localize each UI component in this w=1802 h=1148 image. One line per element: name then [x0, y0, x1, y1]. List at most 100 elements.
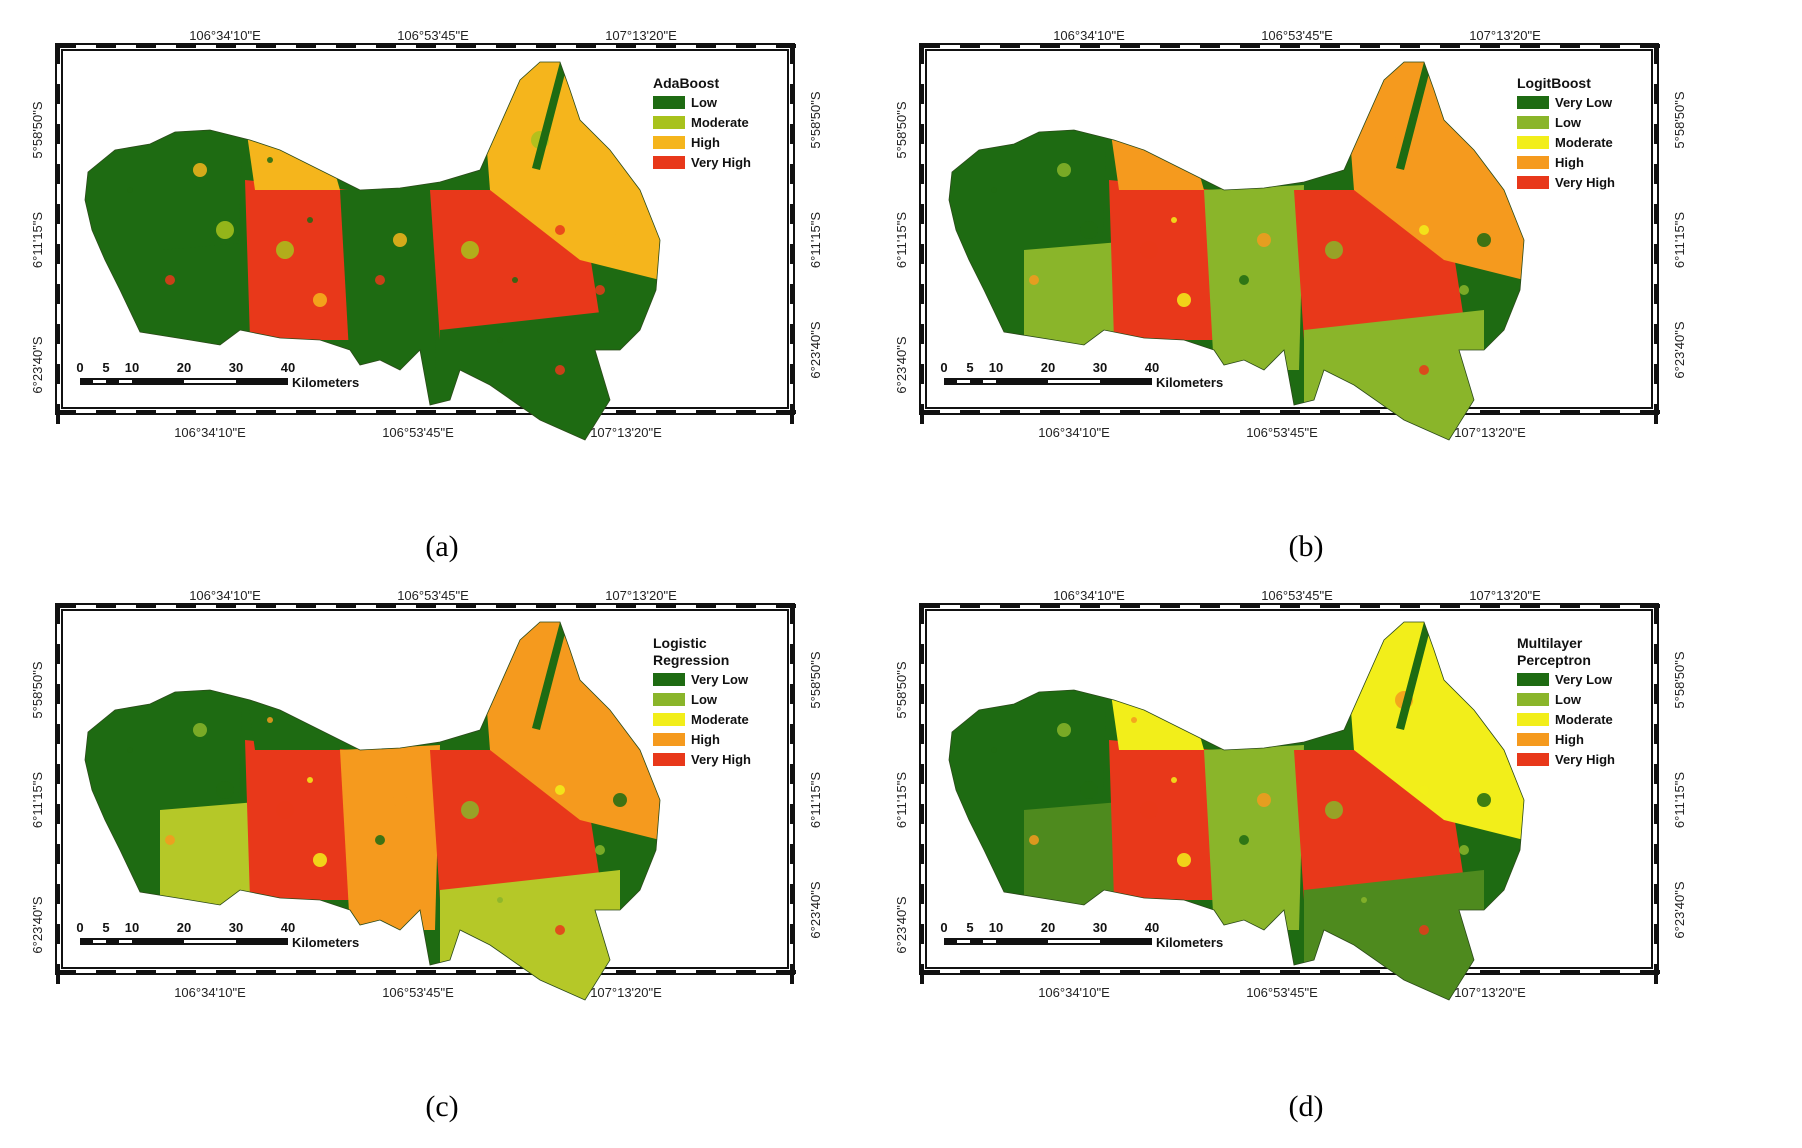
top-longitude-label: 106°53'45"E [397, 588, 469, 603]
texture-patch [1080, 781, 1098, 799]
legend-title: Logistic [653, 635, 707, 651]
frame-segment [776, 410, 796, 414]
frame-segment [1654, 324, 1658, 344]
texture-patch [512, 837, 518, 843]
texture-patch [461, 241, 479, 259]
frame-segment [1200, 604, 1220, 608]
texture-patch [393, 793, 407, 807]
frame-segment [616, 604, 636, 608]
scale-tick-label: 5 [966, 920, 973, 935]
frame-segment [56, 244, 60, 264]
frame-segment [1000, 604, 1020, 608]
left-latitude-label: 6°11'15"S [30, 212, 45, 268]
frame-segment [1040, 44, 1060, 48]
frame-segment [656, 970, 676, 974]
frame-segment [656, 44, 676, 48]
texture-patch [375, 275, 385, 285]
frame-segment [1160, 970, 1180, 974]
frame-segment [1320, 970, 1340, 974]
frame-segment [960, 44, 980, 48]
frame-segment [176, 604, 196, 608]
texture-patch [555, 925, 565, 935]
texture-patch [1419, 225, 1429, 235]
texture-patch [313, 293, 327, 307]
frame-segment [56, 644, 60, 664]
frame-segment [776, 44, 796, 48]
right-latitude-label: 6°23'40"S [808, 881, 823, 938]
map-frame-checker [56, 604, 796, 984]
scale-unit: Kilometers [1156, 935, 1223, 950]
zone-central-west [245, 180, 360, 340]
texture-patch [991, 187, 997, 193]
frame-segment [1654, 884, 1658, 904]
frame-segment [920, 964, 924, 984]
scale-tick-label: 0 [76, 360, 83, 375]
texture-patch [1257, 793, 1271, 807]
frame-segment [1000, 410, 1020, 414]
scale-tick-label: 40 [281, 920, 295, 935]
frame-segment [1360, 410, 1380, 414]
legend-swatch [1517, 733, 1549, 746]
frame-segment [920, 844, 924, 864]
frame-segment [296, 44, 316, 48]
right-latitude-label: 5°58'50"S [808, 651, 823, 708]
frame-segment [1654, 924, 1658, 944]
legend-label: Very Low [1555, 672, 1613, 687]
texture-patch [1361, 897, 1367, 903]
frame-segment [1200, 410, 1220, 414]
frame-segment [1654, 844, 1658, 864]
frame-segment [296, 410, 316, 414]
texture-patch [1131, 717, 1137, 723]
frame-segment [376, 604, 396, 608]
scale-bar-segment [957, 940, 970, 943]
frame-segment [920, 84, 924, 104]
legend-swatch [1517, 673, 1549, 686]
frame-segment [1320, 410, 1340, 414]
frame-segment [1240, 604, 1260, 608]
scale-unit: Kilometers [292, 375, 359, 390]
right-latitude-label: 5°58'50"S [808, 91, 823, 148]
legend-title: AdaBoost [653, 75, 719, 91]
frame-segment [1560, 410, 1580, 414]
frame-segment [56, 844, 60, 864]
top-longitude-label: 106°34'10"E [1053, 28, 1125, 43]
panel-caption: (a) [425, 530, 459, 563]
frame-segment [296, 970, 316, 974]
bottom-longitude-label: 106°34'10"E [174, 985, 246, 1000]
frame-segment [1520, 604, 1540, 608]
frame-segment [1654, 364, 1658, 384]
texture-patch [1239, 275, 1249, 285]
legend-swatch [653, 96, 685, 109]
frame-segment [1160, 410, 1180, 414]
frame-segment [920, 724, 924, 744]
frame-segment [790, 404, 794, 424]
frame-segment [920, 684, 924, 704]
frame-segment [1480, 970, 1500, 974]
frame-segment [256, 44, 276, 48]
texture-patch [1171, 217, 1177, 223]
legend-label: High [691, 135, 720, 150]
frame-segment [376, 410, 396, 414]
frame-segment [96, 604, 116, 608]
top-longitude-label: 107°13'20"E [1469, 28, 1541, 43]
frame-segment [920, 604, 940, 608]
left-latitude-label: 6°11'15"S [894, 772, 909, 828]
frame-segment [920, 644, 924, 664]
frame-segment [920, 410, 940, 414]
frame-segment [56, 124, 60, 144]
texture-patch [307, 777, 313, 783]
frame-segment [1654, 764, 1658, 784]
scale-tick-label: 10 [989, 920, 1003, 935]
legend-title: Perceptron [1517, 652, 1591, 668]
frame-segment [216, 44, 236, 48]
legend-label: Very High [691, 752, 751, 767]
frame-segment [790, 964, 794, 984]
frame-segment [376, 970, 396, 974]
frame-segment [1640, 970, 1660, 974]
scale-tick-label: 5 [966, 360, 973, 375]
frame-segment [696, 44, 716, 48]
frame-segment [536, 604, 556, 608]
frame-segment [56, 284, 60, 304]
frame-segment [56, 364, 60, 384]
